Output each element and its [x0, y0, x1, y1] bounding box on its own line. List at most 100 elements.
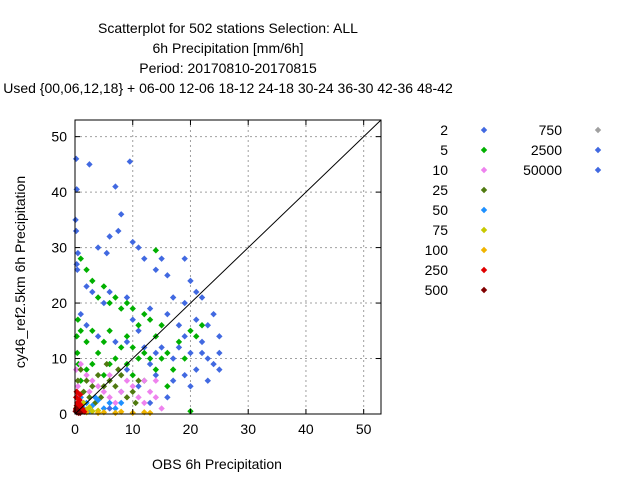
- data-point: [158, 405, 165, 412]
- x-tick-label: 30: [240, 421, 256, 437]
- data-point: [77, 255, 84, 262]
- data-point: [117, 211, 125, 218]
- plot-frame: [74, 119, 382, 415]
- data-point: [152, 377, 160, 384]
- data-point: [117, 305, 125, 312]
- data-point: [94, 333, 102, 340]
- data-point: [164, 272, 171, 279]
- data-point: [112, 383, 119, 390]
- data-point: [86, 394, 93, 401]
- data-point: [152, 371, 160, 379]
- data-point: [100, 338, 108, 346]
- data-point: [77, 327, 84, 334]
- legend-label: 5: [440, 142, 448, 158]
- legend-marker: [480, 186, 488, 194]
- one-to-one-line: [74, 119, 382, 415]
- data-point: [181, 255, 188, 262]
- data-point: [100, 388, 108, 396]
- data-point: [89, 383, 96, 390]
- data-point: [72, 227, 80, 235]
- data-point: [158, 255, 165, 262]
- data-point: [123, 333, 131, 340]
- data-point: [94, 244, 102, 251]
- data-point: [146, 355, 154, 362]
- legend-label: 250: [425, 262, 449, 278]
- data-point: [106, 394, 113, 401]
- data-point: [146, 388, 154, 396]
- data-point: [117, 344, 125, 351]
- legend-marker: [480, 206, 488, 214]
- data-point: [129, 305, 136, 312]
- data-point: [193, 316, 200, 323]
- data-point: [89, 377, 96, 384]
- y-tick-label: 0: [59, 406, 67, 422]
- data-point: [175, 338, 183, 346]
- series-5: [73, 247, 206, 415]
- data-point: [106, 233, 113, 240]
- data-point: [89, 360, 96, 368]
- data-points: [72, 155, 223, 417]
- data-point: [158, 344, 165, 351]
- y-tick-label: 10: [51, 351, 67, 367]
- data-point: [74, 316, 82, 323]
- data-point: [73, 186, 80, 193]
- data-point: [72, 216, 79, 224]
- data-point: [198, 349, 206, 357]
- legend-marker: [594, 126, 602, 134]
- data-point: [123, 338, 131, 346]
- data-point: [204, 322, 211, 329]
- data-point: [158, 322, 165, 329]
- series-2: [72, 155, 223, 415]
- data-point: [100, 283, 108, 290]
- data-point: [210, 310, 217, 318]
- data-point: [135, 394, 142, 401]
- data-point: [112, 294, 119, 301]
- legend-label: 50000: [523, 162, 562, 178]
- data-point: [169, 294, 177, 301]
- data-point: [193, 333, 200, 340]
- legend-label: 10: [432, 162, 448, 178]
- data-point: [187, 327, 194, 334]
- legend-marker: [480, 126, 488, 134]
- data-point: [106, 299, 113, 307]
- data-point: [146, 316, 154, 323]
- data-point: [74, 406, 81, 414]
- y-tick-label: 30: [51, 240, 67, 256]
- legend-label: 100: [425, 242, 449, 258]
- data-point: [135, 377, 142, 384]
- data-point: [83, 266, 90, 273]
- data-point: [198, 322, 206, 329]
- ticks: 0 10 20 30 40 50 0 10 20 30 40 50: [51, 120, 381, 437]
- data-point: [112, 399, 119, 407]
- data-point: [164, 394, 171, 401]
- data-point: [86, 404, 93, 411]
- data-point: [83, 377, 90, 384]
- data-point: [103, 249, 110, 257]
- data-point: [74, 266, 81, 273]
- data-point: [146, 399, 154, 407]
- data-point: [117, 408, 125, 415]
- data-point: [83, 366, 90, 373]
- legend-label: 50: [432, 202, 448, 218]
- data-point: [112, 409, 119, 417]
- data-point: [129, 371, 136, 379]
- data-point: [135, 327, 142, 334]
- data-point: [169, 355, 177, 362]
- data-point: [94, 294, 102, 301]
- data-point: [112, 355, 119, 362]
- data-point: [126, 158, 134, 165]
- legend-marker: [480, 286, 488, 294]
- legend-marker: [594, 166, 602, 174]
- data-point: [74, 377, 82, 384]
- data-point: [106, 327, 113, 334]
- data-point: [83, 371, 90, 379]
- data-point: [198, 294, 206, 301]
- data-point: [74, 249, 82, 257]
- data-point: [216, 366, 223, 373]
- x-tick-label: 10: [125, 421, 141, 437]
- legend-marker: [480, 226, 488, 234]
- series-10: [72, 360, 165, 412]
- data-point: [83, 338, 90, 346]
- legend-label: 750: [539, 122, 563, 138]
